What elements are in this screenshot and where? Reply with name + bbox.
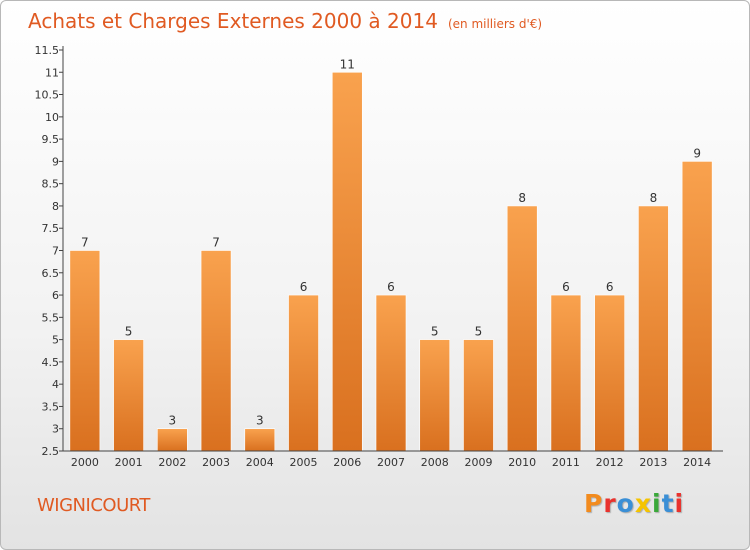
y-tick-label: 2.5 [42, 445, 60, 458]
y-tick-label: 8 [52, 200, 59, 213]
bar-2006 [331, 71, 363, 452]
x-tick-label-2005: 2005 [290, 456, 318, 469]
x-axis-ticks: 2000 2001 2002 2003 2004 2005 2006 2007 2008 2009… [71, 456, 711, 469]
y-tick-label: 8.5 [42, 178, 60, 191]
x-tick-label-2001: 2001 [115, 456, 143, 469]
y-tick-label: 11.5 [35, 44, 60, 57]
x-tick-label-2012: 2012 [596, 456, 624, 469]
bar-2007 [375, 294, 407, 452]
data-label-2004: 3 [256, 414, 264, 428]
logo-letter: t [661, 489, 675, 518]
data-label-2006: 11 [340, 57, 355, 71]
bar-2000 [69, 250, 101, 452]
y-tick-label: 5 [52, 334, 59, 347]
y-tick-label: 7 [52, 245, 59, 258]
bar-2012 [594, 294, 625, 452]
y-tick-label: 4.5 [42, 356, 60, 369]
bar-2005 [288, 294, 319, 452]
bars [69, 71, 713, 452]
x-tick-label-2000: 2000 [71, 456, 99, 469]
logo-letter: P [584, 489, 604, 518]
bar-2003 [200, 250, 232, 452]
bar-2014 [681, 161, 713, 452]
logo-letter: o [616, 489, 635, 518]
data-label-2002: 3 [169, 414, 177, 428]
data-label-2011: 6 [562, 280, 570, 294]
data-labels: 7 5 3 7 3 6 11 6 5 5 8 6 6 8 9 [81, 57, 701, 427]
x-tick-label-2009: 2009 [464, 456, 492, 469]
bar-2008 [419, 339, 451, 452]
data-label-2008: 5 [431, 325, 439, 339]
data-label-2012: 6 [606, 280, 614, 294]
y-tick-label: 3.5 [42, 400, 60, 413]
x-tick-label-2002: 2002 [158, 456, 186, 469]
y-tick-label: 9 [52, 155, 59, 168]
x-tick-label-2008: 2008 [421, 456, 449, 469]
y-tick-label: 4 [52, 378, 59, 391]
chart-title-main: Achats et Charges Externes 2000 à 2014 [28, 9, 438, 33]
data-label-2009: 5 [475, 325, 483, 339]
data-label-2003: 7 [212, 236, 220, 250]
y-tick-label: 11 [45, 66, 59, 79]
x-tick-label-2004: 2004 [246, 456, 274, 469]
y-tick-label: 9.5 [42, 133, 60, 146]
data-label-2005: 6 [300, 280, 308, 294]
data-label-2010: 8 [518, 191, 526, 205]
x-tick-label-2011: 2011 [552, 456, 580, 469]
y-tick-label: 6.5 [42, 267, 60, 280]
y-tick-label: 5.5 [42, 311, 60, 324]
y-axis-ticks: 2.5 3 3.5 4 4.5 5 5.5 6 6.5 7 7.5 8 8.5 9 9.5 10 10.5 11 1… [35, 44, 63, 458]
y-tick-label: 3 [52, 423, 59, 436]
x-tick-label-2006: 2006 [333, 456, 361, 469]
chart-title-unit: (en milliers d'€) [447, 17, 543, 31]
data-label-2013: 8 [650, 191, 658, 205]
data-label-2001: 5 [125, 325, 133, 339]
bar-2002 [157, 428, 188, 452]
commune-name: WIGNICOURT [37, 495, 150, 516]
y-tick-label: 7.5 [42, 222, 60, 235]
x-tick-label-2003: 2003 [202, 456, 230, 469]
proxiti-logo: Proxiti [584, 489, 684, 518]
logo-letter: i [652, 489, 662, 518]
logo-letter: r [603, 489, 617, 518]
x-tick-label-2014: 2014 [683, 456, 711, 469]
chart-title: Achats et Charges Externes 2000 à 2014 (e… [28, 9, 542, 33]
y-tick-label: 6 [52, 289, 59, 302]
data-label-2014: 9 [693, 146, 701, 160]
bar-2010 [506, 205, 538, 452]
x-tick-label-2010: 2010 [508, 456, 536, 469]
x-tick-label-2007: 2007 [377, 456, 405, 469]
bar-2011 [550, 294, 582, 452]
bar-2001 [113, 339, 144, 452]
y-tick-label: 10.5 [35, 89, 60, 102]
logo-letter: x [634, 489, 652, 518]
data-label-2000: 7 [81, 236, 89, 250]
bar-2013 [638, 205, 669, 452]
bar-2004 [244, 428, 276, 452]
data-label-2007: 6 [387, 280, 395, 294]
bar-2009 [463, 339, 494, 452]
x-tick-label-2013: 2013 [639, 456, 667, 469]
logo-letter: i [674, 489, 685, 518]
y-tick-label: 10 [45, 111, 59, 124]
